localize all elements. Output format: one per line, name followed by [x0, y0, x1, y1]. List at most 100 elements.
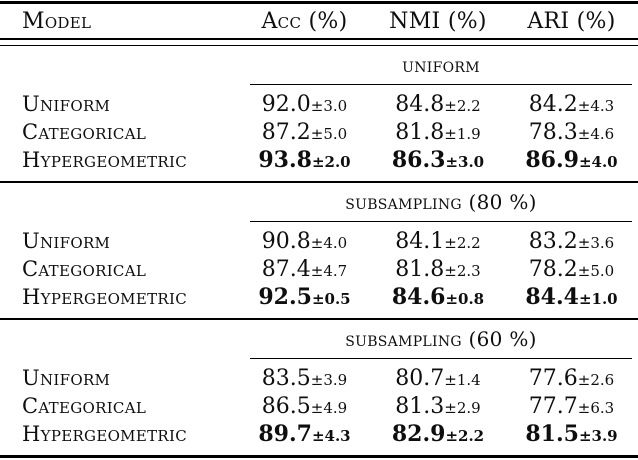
ari-value: 83.2	[528, 228, 578, 254]
ari-stddev: ±4.3	[577, 96, 615, 115]
ari-stddev: ±1.0	[578, 290, 618, 308]
nmi-stddev: ±0.8	[445, 290, 485, 308]
ari-value: 81.5	[525, 421, 579, 447]
column-header-model: Model	[22, 8, 92, 34]
nmi-value: 81.3	[395, 393, 445, 419]
ari-value: 77.6	[528, 365, 578, 391]
nmi-stddev: ±2.2	[445, 427, 485, 445]
acc-stddev: ±4.0	[310, 233, 348, 252]
nmi-value: 86.3	[391, 147, 446, 173]
column-header-acc: Acc (%)	[261, 8, 348, 34]
nmi-value: 82.9	[391, 421, 446, 447]
column-header-nmi: NMI (%)	[389, 8, 487, 34]
header-double-rule	[0, 38, 638, 46]
ari-value: 77.7	[528, 393, 578, 419]
section-title: subsampling (80 %)	[250, 190, 632, 222]
nmi-value: 84.1	[395, 228, 445, 254]
table-row: Categorical 86.5±4.9 81.3±2.9 77.7±6.3	[0, 392, 638, 420]
acc-cell: 83.5±3.9	[238, 366, 371, 391]
table-row: Categorical 87.4±4.7 81.8±2.3 78.2±5.0	[0, 255, 638, 283]
model-cell: Uniform	[22, 366, 111, 390]
acc-cell: 92.5±0.5	[238, 284, 371, 310]
nmi-cell: 82.9±2.2	[371, 421, 505, 447]
nmi-stddev: ±1.4	[444, 370, 481, 389]
nmi-value: 80.7	[395, 365, 445, 391]
model-cell: Categorical	[22, 257, 147, 281]
ari-cell: 78.3±4.6	[505, 120, 638, 145]
model-cell: Categorical	[22, 120, 147, 144]
ari-value: 78.3	[528, 119, 578, 145]
nmi-stddev: ±2.3	[444, 261, 481, 280]
nmi-stddev: ±2.2	[444, 96, 481, 115]
acc-stddev: ±4.3	[311, 427, 351, 445]
nmi-stddev: ±2.9	[444, 398, 481, 417]
ari-cell: 84.4±1.0	[505, 284, 638, 310]
nmi-value: 81.8	[395, 256, 445, 282]
acc-stddev: ±3.9	[310, 370, 348, 389]
table-row-best: Hypergeometric 93.8±2.0 86.3±3.0 86.9±4.…	[0, 146, 638, 174]
model-cell: Uniform	[22, 229, 111, 253]
ari-cell: 83.2±3.6	[505, 229, 638, 254]
nmi-stddev: ±1.9	[444, 124, 481, 143]
ari-stddev: ±3.9	[578, 427, 618, 445]
model-cell: Hypergeometric	[22, 148, 187, 172]
ari-stddev: ±6.3	[577, 398, 615, 417]
nmi-cell: 84.1±2.2	[371, 229, 505, 254]
acc-stddev: ±4.7	[310, 261, 348, 280]
acc-value: 92.5	[258, 284, 312, 310]
ari-cell: 77.7±6.3	[505, 394, 638, 419]
acc-stddev: ±0.5	[311, 290, 351, 308]
nmi-cell: 84.8±2.2	[371, 92, 505, 117]
nmi-cell: 86.3±3.0	[371, 147, 505, 173]
acc-cell: 87.4±4.7	[238, 257, 371, 282]
ari-stddev: ±3.6	[577, 233, 615, 252]
acc-cell: 92.0±3.0	[238, 92, 371, 117]
ari-value: 78.2	[528, 256, 578, 282]
ari-cell: 77.6±2.6	[505, 366, 638, 391]
acc-cell: 89.7±4.3	[238, 421, 371, 447]
ari-value: 84.2	[528, 91, 578, 117]
ari-value: 84.4	[525, 284, 579, 310]
section-subsampling80-header: subsampling (80 %)	[0, 190, 638, 222]
table-row: Categorical 87.2±5.0 81.8±1.9 78.3±4.6	[0, 118, 638, 146]
acc-stddev: ±2.0	[311, 153, 351, 171]
acc-cell: 87.2±5.0	[238, 120, 371, 145]
nmi-stddev: ±2.2	[444, 233, 481, 252]
nmi-cell: 81.8±2.3	[371, 257, 505, 282]
table-row: Uniform 90.8±4.0 84.1±2.2 83.2±3.6	[0, 227, 638, 255]
acc-value: 86.5	[261, 393, 311, 419]
model-cell: Hypergeometric	[22, 285, 187, 309]
section-divider-rule	[0, 318, 638, 320]
bottom-rule	[0, 455, 638, 458]
model-cell: Hypergeometric	[22, 422, 187, 446]
acc-value: 83.5	[261, 365, 311, 391]
ari-cell: 86.9±4.0	[505, 147, 638, 173]
ari-cell: 84.2±4.3	[505, 92, 638, 117]
ari-stddev: ±5.0	[577, 261, 615, 280]
acc-stddev: ±4.9	[310, 398, 348, 417]
ari-stddev: ±4.6	[577, 124, 615, 143]
acc-value: 90.8	[261, 228, 311, 254]
acc-stddev: ±5.0	[310, 124, 348, 143]
table-row-best: Hypergeometric 92.5±0.5 84.6±0.8 84.4±1.…	[0, 283, 638, 311]
acc-value: 87.4	[261, 256, 311, 282]
section-title: uniform	[250, 53, 632, 85]
acc-cell: 86.5±4.9	[238, 394, 371, 419]
section-uniform-header: uniform	[0, 53, 638, 85]
section-subsampling60-header: subsampling (60 %)	[0, 327, 638, 359]
ari-cell: 81.5±3.9	[505, 421, 638, 447]
model-cell: Categorical	[22, 394, 147, 418]
table-row-best: Hypergeometric 89.7±4.3 82.9±2.2 81.5±3.…	[0, 420, 638, 448]
acc-value: 87.2	[261, 119, 311, 145]
nmi-value: 81.8	[395, 119, 445, 145]
top-rule	[0, 1, 638, 4]
table-row: Uniform 92.0±3.0 84.8±2.2 84.2±4.3	[0, 90, 638, 118]
nmi-value: 84.6	[391, 284, 446, 310]
acc-value: 92.0	[261, 91, 311, 117]
acc-cell: 90.8±4.0	[238, 229, 371, 254]
ari-cell: 78.2±5.0	[505, 257, 638, 282]
nmi-value: 84.8	[395, 91, 445, 117]
acc-value: 93.8	[258, 147, 312, 173]
acc-stddev: ±3.0	[310, 96, 348, 115]
